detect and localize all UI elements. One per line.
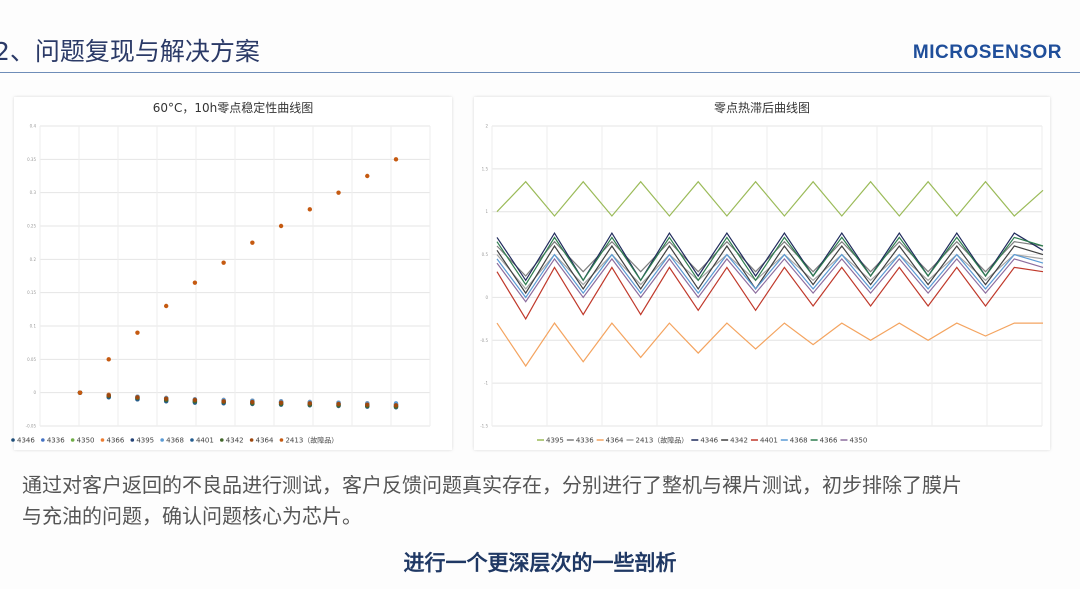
- data-point: [365, 173, 370, 179]
- data-point: [77, 390, 83, 395]
- legend-label: 4350: [77, 437, 95, 445]
- legend-marker: [70, 438, 75, 442]
- data-point: [250, 399, 255, 405]
- y-tick-label: 0: [485, 295, 488, 300]
- data-point: [221, 399, 226, 404]
- data-point: [365, 402, 370, 407]
- chart-card: [14, 97, 452, 450]
- legend-label: 4336: [576, 437, 594, 445]
- data-point: [221, 260, 226, 265]
- y-tick-label: -0.5: [480, 338, 488, 343]
- legend-label: 4364: [256, 437, 274, 445]
- legend-marker: [100, 438, 105, 442]
- data-point: [250, 240, 255, 245]
- body-text: 通过对客户返回的不良品进行测试，客户反馈问题真实存在，分别进行了整机与裸片测试，…: [22, 473, 962, 528]
- data-point: [278, 223, 284, 229]
- legend-label: 2413（故障品）: [285, 436, 338, 445]
- legend-label: 4366: [106, 437, 124, 445]
- data-point: [336, 190, 341, 195]
- y-tick-label: 0.25: [27, 224, 36, 229]
- y-tick-label: 1: [485, 209, 488, 214]
- series-line: [496, 322, 1043, 368]
- y-tick-label: -1.5: [480, 424, 488, 429]
- data-point: [106, 357, 111, 362]
- y-tick-label: 0.3: [30, 190, 37, 195]
- y-tick-label: 1.5: [482, 166, 489, 171]
- data-point: [278, 400, 284, 405]
- slide-title: 2、问题复现与解决方案: [0, 37, 260, 66]
- legend-marker: [190, 438, 194, 442]
- chart-title: 零点热滞后曲线图: [714, 101, 810, 115]
- legend-label: 4401: [196, 437, 214, 445]
- legend-label: 4336: [47, 437, 65, 445]
- legend-marker: [279, 438, 284, 442]
- series-line: [496, 236, 1044, 286]
- chart-card: [474, 97, 1050, 450]
- charts: 60°C，10h零点稳定性曲线图 -0.05 0 0.05 0.1 0.15 0.2 0.25…: [11, 100, 1044, 445]
- chart-title: 60°C，10h零点稳定性曲线图: [153, 100, 314, 115]
- legend-label: 4395: [136, 437, 154, 445]
- series-line: [496, 240, 1044, 277]
- legend-label: 4368: [166, 437, 184, 445]
- data-point: [307, 401, 313, 406]
- legend-label: 4395: [546, 437, 564, 445]
- header-rule: [0, 72, 1080, 73]
- data-point: [135, 395, 140, 400]
- legend-label: 4364: [606, 437, 624, 445]
- y-tick-label: 0.15: [27, 290, 36, 295]
- series-line: [496, 180, 1044, 217]
- legend-label: 4346: [700, 437, 718, 445]
- data-point: [135, 330, 140, 335]
- data-point: [192, 397, 198, 403]
- y-tick-label: -0.05: [26, 424, 37, 429]
- legend-label: 4401: [760, 437, 778, 445]
- legend-marker: [160, 438, 164, 442]
- logo: MICROSENSOR: [912, 42, 1062, 63]
- legend-marker: [11, 438, 15, 442]
- data-point: [106, 393, 111, 398]
- y-tick-label: 0.5: [482, 252, 489, 257]
- y-tick-label: 0.35: [27, 157, 36, 162]
- series-line: [496, 266, 1044, 321]
- legend-label: 4366: [820, 437, 838, 445]
- y-tick-label: 0.2: [30, 257, 37, 262]
- y-tick-label: -1: [484, 381, 488, 386]
- highlight-text: 进行一个更深层次的一些剖析: [403, 551, 677, 575]
- y-tick-label: 0.1: [30, 324, 37, 329]
- legend-marker: [219, 438, 224, 442]
- legend-label: 4342: [226, 437, 244, 445]
- legend-label: 4346: [17, 437, 35, 445]
- legend-label: 4368: [790, 437, 808, 445]
- y-tick-label: 0: [33, 390, 36, 395]
- data-point: [163, 303, 169, 309]
- data-point: [163, 396, 169, 401]
- data-point: [393, 403, 399, 408]
- data-point: [336, 401, 341, 407]
- data-point: [393, 157, 399, 162]
- legend-marker: [41, 438, 45, 442]
- data-point: [192, 280, 198, 285]
- legend-marker: [249, 438, 254, 442]
- legend-label: 4342: [730, 437, 748, 445]
- data-point: [307, 207, 313, 212]
- series-line: [496, 244, 1044, 295]
- y-tick-label: 2: [485, 124, 488, 129]
- y-tick-label: 0.4: [30, 124, 37, 129]
- legend-label: 4350: [849, 437, 867, 445]
- legend-marker: [130, 438, 135, 442]
- series-line: [496, 253, 1044, 299]
- legend-label: 2413（故障品）: [635, 436, 688, 445]
- series-line: [496, 257, 1044, 303]
- y-tick-label: 0.05: [27, 357, 36, 362]
